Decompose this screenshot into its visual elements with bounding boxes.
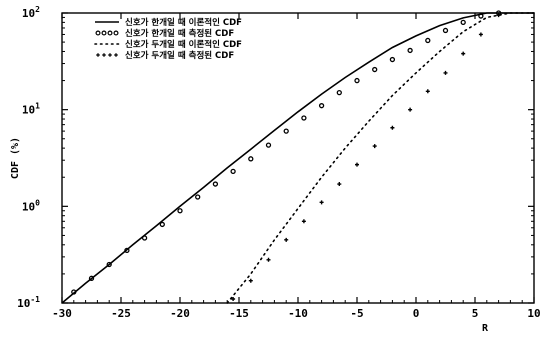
x-tick-label: 10 (527, 307, 540, 320)
series-crosses (231, 13, 501, 301)
data-point-circle (372, 66, 378, 73)
data-point-circle (230, 168, 236, 175)
y-axis-label: CDF (%) (10, 137, 21, 179)
x-tick-label: -20 (170, 307, 190, 320)
data-point-cross (284, 237, 289, 242)
data-point-cross (337, 182, 342, 187)
data-point-circle (407, 47, 413, 54)
data-point-cross (372, 144, 377, 149)
y-tick-exponent: -1 (30, 295, 40, 304)
x-tick-label: -25 (111, 307, 131, 320)
data-point-circle (336, 89, 342, 96)
legend-item: 신호가 두개일 때 측정된 CDF (96, 50, 234, 61)
series-circles (71, 10, 502, 295)
x-axis-label: R (482, 323, 489, 334)
data-point-circle (354, 77, 360, 84)
data-point-cross (390, 125, 395, 130)
y-tick-exponent: 1 (35, 102, 40, 111)
data-point-cross (443, 70, 448, 75)
legend-swatch-circle (101, 30, 107, 36)
data-point-cross (319, 200, 324, 205)
data-point-circle (460, 19, 466, 26)
y-tick-exponent: 0 (35, 198, 40, 207)
series-dotted (226, 12, 535, 304)
legend-label: 신호가 한개일 때 측정된 CDF (125, 28, 234, 39)
x-tick-label: -15 (229, 307, 249, 320)
y-tick-label: 102 (22, 5, 40, 20)
data-point-circle (248, 156, 254, 162)
legend-label: 신호가 두개일 때 측정된 CDF (125, 50, 234, 61)
legend-swatch-cross (102, 53, 106, 57)
y-tick-base: 10 (22, 104, 35, 117)
y-tick-base: 10 (22, 200, 35, 213)
series-layer (61, 10, 535, 304)
y-tick-label: 10-1 (17, 295, 40, 310)
legend-item: 신호가 두개일 때 이론적인 CDF (94, 39, 242, 50)
y-tick-label: 100 (22, 198, 40, 213)
legend-swatch-circle (95, 30, 101, 36)
legend-swatch-cross (114, 53, 118, 57)
y-tick-label: 101 (22, 102, 40, 117)
data-point-cross (408, 107, 413, 112)
legend-item: 신호가 한개일 때 측정된 CDF (95, 28, 234, 39)
data-point-circle (265, 142, 272, 148)
series-line-solid (61, 12, 534, 304)
legend-swatch-cross (108, 53, 112, 57)
data-point-cross (231, 296, 236, 301)
legend-swatch-circle (107, 30, 113, 36)
data-point-cross (301, 219, 306, 224)
data-point-cross (461, 51, 466, 56)
data-point-circle (389, 56, 396, 63)
x-tick-label: -10 (288, 307, 308, 320)
data-point-circle (212, 181, 219, 187)
data-point-circle (283, 128, 289, 134)
data-point-cross (478, 32, 483, 37)
data-point-cross (248, 278, 253, 283)
series-solid (61, 12, 534, 304)
x-tick-label: -30 (52, 307, 72, 320)
y-tick-exponent: 2 (35, 5, 40, 14)
data-point-cross (266, 257, 271, 262)
data-point-circle (478, 13, 484, 19)
series-line-dotted (226, 12, 535, 304)
x-tick-label: 0 (413, 307, 420, 320)
legend-label: 신호가 두개일 때 이론적인 CDF (125, 39, 242, 50)
data-point-circle (425, 37, 431, 44)
data-point-circle (124, 247, 130, 254)
legend-swatch-circle (113, 30, 119, 36)
x-tick-label: -5 (350, 307, 363, 320)
data-point-cross (425, 89, 430, 94)
data-point-circle (106, 261, 112, 268)
data-point-cross (496, 13, 501, 18)
data-point-circle (177, 208, 183, 214)
y-tick-base: 10 (22, 7, 35, 20)
data-point-circle (159, 221, 165, 228)
legend-item: 신호가 한개일 때 이론적인 CDF (95, 17, 242, 28)
data-point-cross (355, 162, 359, 167)
data-point-circle (88, 275, 95, 281)
legend-label: 신호가 한개일 때 이론적인 CDF (125, 17, 242, 28)
data-point-circle (195, 194, 201, 200)
data-point-circle (318, 103, 325, 109)
data-point-circle (71, 289, 77, 295)
y-tick-base: 10 (17, 297, 30, 310)
data-point-circle (301, 115, 307, 121)
x-tick-label: 5 (472, 307, 479, 320)
legend-swatch-cross (96, 53, 100, 57)
data-point-circle (141, 235, 148, 241)
data-point-circle (442, 27, 449, 34)
